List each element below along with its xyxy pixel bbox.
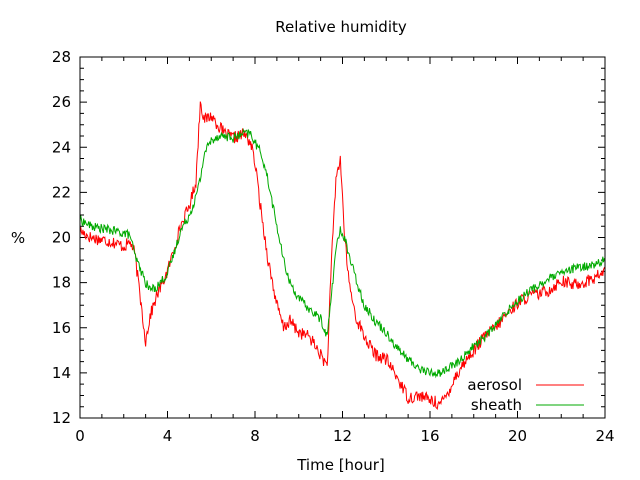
x-tick-label: 24 xyxy=(595,427,614,445)
y-tick-label: 14 xyxy=(52,364,71,382)
legend: aerosol sheath xyxy=(467,376,584,414)
y-tick-label: 12 xyxy=(52,409,71,427)
series-group xyxy=(79,101,606,410)
legend-label-sheath: sheath xyxy=(471,396,522,414)
legend-label-aerosol: aerosol xyxy=(467,376,522,394)
plot-frame xyxy=(79,56,606,419)
series-line-sheath xyxy=(79,127,606,379)
y-tick-label: 16 xyxy=(52,319,71,337)
y-tick-label: 18 xyxy=(52,274,71,292)
chart-title: Relative humidity xyxy=(275,18,407,36)
x-tick-label: 4 xyxy=(163,427,173,445)
y-tick-label: 22 xyxy=(52,183,71,201)
x-tick-label: 20 xyxy=(508,427,527,445)
series-line-aerosol xyxy=(79,101,606,410)
axis-ticks: 12 14 16 18 20 22 24 26 28 0 4 8 12 16 20 24 xyxy=(52,48,615,445)
x-tick-label: 8 xyxy=(250,427,260,445)
x-tick-label: 16 xyxy=(420,427,439,445)
x-tick-label: 0 xyxy=(75,427,85,445)
y-tick-label: 20 xyxy=(52,229,71,247)
x-axis-label: Time [hour] xyxy=(296,456,385,474)
x-tick-label: 12 xyxy=(333,427,352,445)
y-tick-label: 26 xyxy=(52,93,71,111)
y-axis-label: % xyxy=(11,229,25,247)
y-tick-label: 24 xyxy=(52,138,71,156)
y-tick-label: 28 xyxy=(52,48,71,66)
